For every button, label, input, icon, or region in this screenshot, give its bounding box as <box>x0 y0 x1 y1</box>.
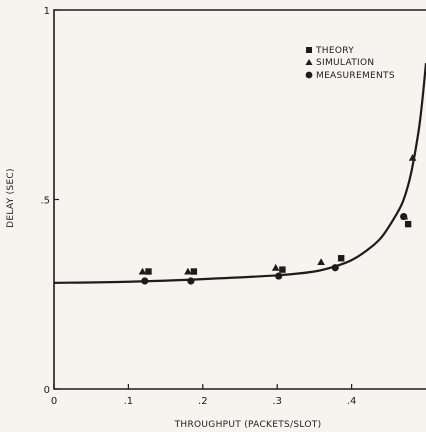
legend-label-theory: THEORY <box>315 46 354 56</box>
data-points <box>138 154 417 285</box>
y-tick-label: 1 <box>44 6 50 17</box>
theory-point <box>404 220 412 228</box>
simulation-point <box>317 258 325 266</box>
legend-marker-measurements <box>305 71 313 79</box>
legend-marker-theory <box>306 47 312 53</box>
simulation-point <box>184 267 192 275</box>
simulation-point <box>138 267 147 275</box>
measurement-point <box>331 264 339 272</box>
measurement-point <box>141 277 149 285</box>
theory-point <box>190 268 198 275</box>
x-tick-label: .1 <box>124 396 134 407</box>
x-tick-label: .3 <box>272 396 282 407</box>
measurement-point <box>187 277 195 285</box>
x-tick-label: .4 <box>347 396 357 407</box>
measurement-point <box>275 272 283 280</box>
fitted-curve <box>53 62 426 284</box>
legend: THEORY SIMULATION MEASUREMENTS <box>305 46 395 81</box>
x-axis-label: THROUGHPUT (PACKETS/SLOT) <box>174 420 322 430</box>
y-axis-label: DELAY (SEC) <box>6 168 16 228</box>
x-tick-label: .2 <box>198 396 208 407</box>
y-tick-label: .5 <box>40 196 50 207</box>
theory-point <box>145 268 152 275</box>
axis-ticks: 0 .1 .2 .3 .4 0 .5 1 <box>40 6 356 407</box>
y-tick-label: 0 <box>44 385 50 396</box>
simulation-point <box>271 263 280 271</box>
theory-point <box>337 255 345 262</box>
legend-marker-simulation <box>305 59 313 65</box>
legend-label-measurements: MEASUREMENTS <box>316 71 395 81</box>
measurement-point <box>400 212 408 221</box>
legend-label-simulation: SIMULATION <box>316 58 374 68</box>
x-tick-label: 0 <box>51 396 57 407</box>
fitted-curve-line <box>53 62 426 284</box>
theory-point <box>279 266 286 273</box>
simulation-point <box>408 154 417 161</box>
